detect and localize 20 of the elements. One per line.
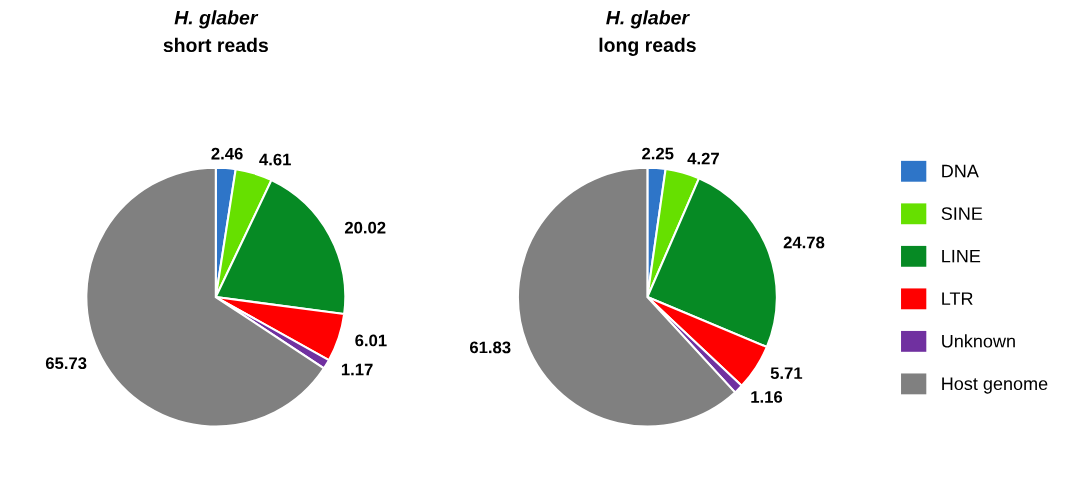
data-label: 2.46 <box>211 147 243 160</box>
legend-label: DNA <box>942 164 979 178</box>
legend-label: Host genome <box>942 377 1048 394</box>
data-label: 24.78 <box>783 236 825 249</box>
legend-label: LTR <box>942 292 973 305</box>
legend-label: Unknown <box>942 334 1015 348</box>
data-label: 5.71 <box>770 367 803 380</box>
data-label: 1.17 <box>341 363 373 376</box>
data-label: 1.16 <box>751 391 783 403</box>
data-label: 6.01 <box>355 334 387 347</box>
data-label: 65.73 <box>45 357 87 370</box>
data-label: 4.27 <box>687 152 719 165</box>
legend-label: SINE <box>941 207 983 220</box>
data-label: 61.83 <box>469 341 511 354</box>
data-label: 4.61 <box>259 153 291 166</box>
data-label: 20.02 <box>344 221 386 234</box>
chart-title: H. glaber long reads <box>599 10 696 56</box>
chart-title: H. glaber short reads <box>163 10 268 53</box>
legend-label: LINE <box>942 249 981 263</box>
data-label: 2.25 <box>642 147 674 160</box>
